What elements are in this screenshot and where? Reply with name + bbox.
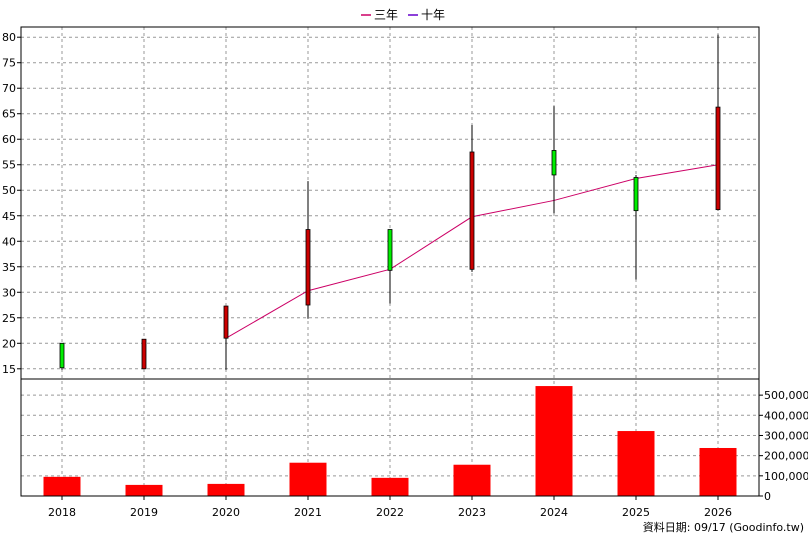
- volume-bar: [43, 476, 81, 496]
- volume-tick-label: 500,000: [764, 389, 808, 402]
- candle-body: [715, 106, 721, 211]
- volume-bar: [699, 447, 737, 496]
- x-tick-label: 2019: [130, 506, 158, 519]
- price-tick-label: 65: [2, 108, 16, 121]
- price-tick-label: 25: [2, 312, 16, 325]
- x-tick-label: 2026: [704, 506, 732, 519]
- candle-body: [469, 151, 475, 270]
- legend-label-2: 十年: [421, 8, 445, 22]
- x-tick-label: 2018: [48, 506, 76, 519]
- volume-tick-label: 400,000: [764, 409, 808, 422]
- volume-bar: [125, 484, 163, 496]
- x-tick-label: 2024: [540, 506, 568, 519]
- price-tick-label: 75: [2, 57, 16, 70]
- volume-bar: [207, 483, 245, 496]
- price-tick-label: 55: [2, 159, 16, 172]
- price-tick-label: 45: [2, 210, 16, 223]
- price-tick-label: 20: [2, 337, 16, 350]
- volume-bar: [289, 462, 327, 496]
- volume-tick-label: 100,000: [764, 470, 808, 483]
- legend-label-1: 三年: [374, 8, 398, 22]
- volume-tick-label: 300,000: [764, 429, 808, 442]
- volume-axis-ticks: 0 100,000 200,000 300,000 400,000 500,000: [759, 389, 808, 503]
- legend: 三年 十年: [361, 8, 445, 22]
- volume-tick-label: 0: [764, 490, 771, 503]
- price-tick-label: 15: [2, 363, 16, 376]
- x-tick-label: 2021: [294, 506, 322, 519]
- candle-body: [305, 229, 311, 306]
- x-tick-label: 2023: [458, 506, 486, 519]
- price-tick-label: 40: [2, 235, 16, 248]
- candle-body: [59, 342, 65, 369]
- candle-body: [551, 150, 557, 176]
- price-tick-label: 35: [2, 261, 16, 274]
- price-tick-label: 60: [2, 133, 16, 146]
- volume-bar: [617, 431, 655, 496]
- volume-tick-label: 200,000: [764, 450, 808, 463]
- x-tick-label: 2022: [376, 506, 404, 519]
- price-tick-label: 30: [2, 286, 16, 299]
- price-axis-ticks: 15 20 25 30 35 40 45 50 55 60 65 70 75 80: [2, 31, 21, 376]
- footer-source: 資料日期: 09/17 (Goodinfo.tw): [643, 520, 804, 534]
- volume-bar: [535, 386, 573, 496]
- candle-body: [223, 305, 229, 339]
- price-tick-label: 80: [2, 31, 16, 44]
- candle-body: [387, 229, 393, 271]
- volume-bar: [453, 464, 491, 496]
- candles: [59, 34, 721, 370]
- x-axis-ticks: 2018 2019 2020 2021 2022 2023 2024 2025 2026: [48, 496, 732, 519]
- candle-body: [633, 177, 639, 212]
- price-tick-label: 70: [2, 82, 16, 95]
- price-tick-label: 50: [2, 184, 16, 197]
- x-tick-label: 2025: [622, 506, 650, 519]
- volume-bar: [371, 477, 409, 496]
- x-tick-label: 2020: [212, 506, 240, 519]
- volume-bars: [43, 386, 737, 496]
- candle-body: [141, 338, 147, 370]
